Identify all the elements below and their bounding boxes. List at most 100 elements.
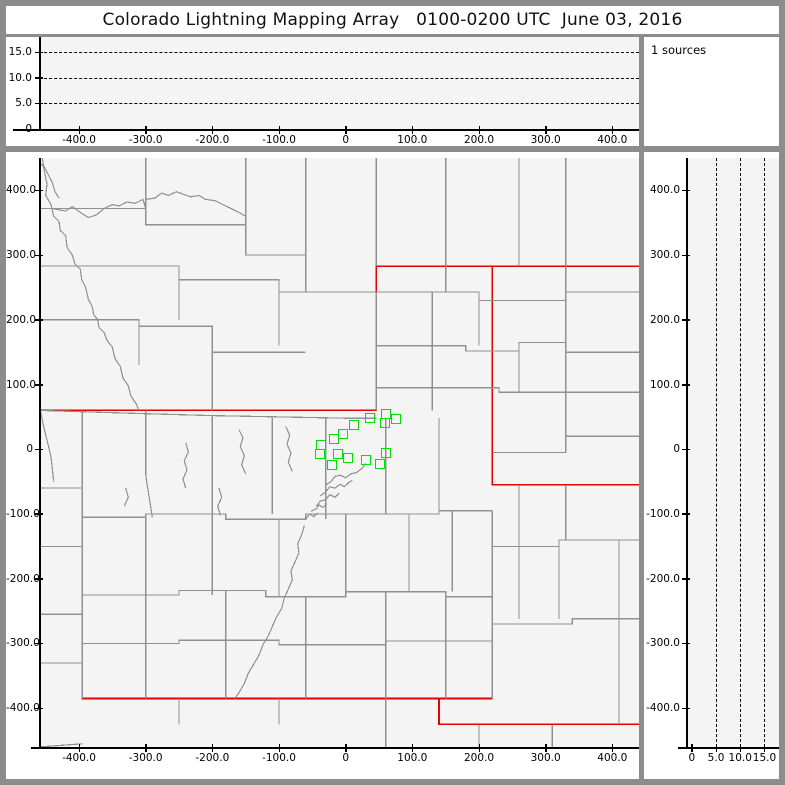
mountain-line-mid (217, 487, 223, 516)
map-x-tick-label: -200.0 (195, 752, 230, 764)
denver-metro-line (315, 492, 340, 507)
lightning-source-marker[interactable] (375, 458, 386, 469)
side-y-tick-label: 100.0 (649, 378, 680, 391)
map-geography (39, 158, 639, 747)
top-x-tick-label: -300.0 (128, 134, 163, 146)
side-y-tick-label: 300.0 (649, 249, 680, 262)
map-x-tick-label: 400.0 (597, 752, 628, 764)
side-y-tickmark (682, 707, 690, 710)
side-y-tick-label: 200.0 (649, 313, 680, 326)
side-x-tickmark (691, 744, 693, 752)
side-y-tick-label: -300.0 (646, 637, 680, 650)
top-x-tick-label: 300.0 (530, 134, 561, 146)
side-x-tickmark (739, 744, 742, 752)
lightning-source-marker[interactable] (343, 453, 354, 464)
map-y-tickmark (35, 319, 43, 321)
side-y-tickmark (682, 448, 690, 451)
denver-metro-line-2 (310, 503, 328, 512)
top-x-tick-label: 400.0 (597, 134, 628, 146)
map-y-tickmark (35, 642, 43, 645)
lightning-source-marker[interactable] (326, 460, 337, 471)
county-line-h (376, 291, 639, 301)
top-x-tickmark (478, 126, 480, 134)
side-plot-area[interactable] (686, 158, 779, 747)
top-gridline (39, 77, 639, 79)
top-x-tickmark (278, 126, 280, 134)
map-x-tick-label: -300.0 (128, 752, 163, 764)
plan-view-map-panel[interactable]: -400.0 -300.0 -200.0 -100.0 0 100.0 200.0 300.0… (6, 152, 639, 779)
map-y-tickmark (35, 707, 43, 710)
county-line-h (376, 387, 639, 393)
map-y-tickmark (35, 189, 43, 192)
lightning-source-marker[interactable] (380, 408, 391, 419)
mountain-line-mid-3 (238, 429, 247, 475)
lightning-source-marker[interactable] (380, 447, 391, 458)
side-x-tick-label: 10.0 (728, 752, 752, 764)
county-line-h (39, 265, 377, 293)
side-y-axis (686, 158, 688, 748)
map-y-tickmark (35, 384, 43, 386)
side-y-tickmark (682, 384, 690, 386)
page-title: Colorado Lightning Mapping Array 0100-02… (102, 10, 683, 30)
map-x-tick-label: 100.0 (397, 752, 428, 764)
top-x-tickmark (611, 126, 614, 134)
top-x-tickmark (545, 126, 547, 134)
mountain-boundary-n (52, 198, 147, 219)
top-x-tick-label: -100.0 (262, 134, 296, 146)
map-y-tick-label: -100.0 (6, 507, 40, 520)
altitude-vs-east-west-panel[interactable]: 0 5.0 10.0 15.0 -400.0 -300.0 -200.0 -100.0 0 100… (6, 37, 639, 146)
map-y-tick-label: -300.0 (6, 637, 40, 650)
map-x-tick-label: 200.0 (463, 752, 495, 764)
lightning-source-marker[interactable] (338, 428, 348, 439)
side-y-tickmark (682, 578, 690, 580)
map-y-tickmark (35, 513, 43, 515)
side-x-tickmark (763, 744, 766, 752)
side-gridline (716, 158, 718, 747)
lightning-source-marker[interactable] (380, 418, 390, 429)
lightning-source-marker[interactable] (391, 414, 402, 425)
mountain-chain-sw (234, 525, 305, 699)
county-line-h (82, 639, 493, 646)
lightning-source-marker[interactable] (349, 419, 360, 430)
lightning-source-marker[interactable] (314, 448, 325, 459)
mountain-line-mid-4 (285, 426, 293, 472)
top-y-tickmark (35, 102, 43, 105)
side-gridline (740, 158, 742, 747)
mountain-line-mid-2 (182, 442, 189, 489)
top-x-tickmark (345, 126, 347, 134)
side-x-tick-label: 5.0 (707, 752, 725, 764)
state-boundary-nw-corner (39, 161, 60, 199)
lightning-source-marker[interactable] (364, 413, 375, 424)
side-y-tickmark (682, 319, 690, 321)
lightning-source-marker[interactable] (328, 433, 339, 444)
side-x-tick-label: 15.0 (752, 752, 777, 764)
top-x-tick-label: 200.0 (463, 134, 495, 146)
side-y-tick-label: -100.0 (646, 507, 680, 520)
map-x-tickmark (345, 744, 347, 752)
map-y-tick-label: 100.0 (6, 378, 37, 391)
county-line-h (39, 743, 83, 747)
top-y-tickmark (35, 77, 43, 79)
top-x-tick-label: -400.0 (62, 134, 96, 146)
lightning-source-marker[interactable] (333, 448, 344, 459)
side-x-axis (678, 747, 779, 749)
top-x-axis (13, 129, 639, 131)
map-x-tickmark (278, 744, 280, 752)
side-y-tickmark (682, 642, 690, 645)
mountain-boundary-ne (145, 191, 247, 225)
front-range-line-b (319, 479, 353, 497)
county-line-h (492, 618, 639, 625)
sources-count-panel: 1 sources (644, 37, 779, 146)
top-gridline (39, 52, 639, 54)
top-x-tick-label: 100.0 (397, 134, 428, 146)
map-plot-area[interactable] (39, 158, 639, 747)
altitude-vs-north-south-panel[interactable]: -400.0 -300.0 -200.0 -100.0 0 100.0 200.0 300.0… (644, 152, 779, 779)
top-plot-area[interactable] (39, 37, 639, 129)
side-y-tickmark (682, 513, 690, 515)
lightning-source-marker[interactable] (361, 454, 372, 465)
boundary-w-lower (39, 410, 55, 482)
top-y-tickmark (35, 51, 43, 54)
side-y-tick-label: 0 (673, 443, 680, 456)
top-x-tickmark (145, 126, 147, 134)
